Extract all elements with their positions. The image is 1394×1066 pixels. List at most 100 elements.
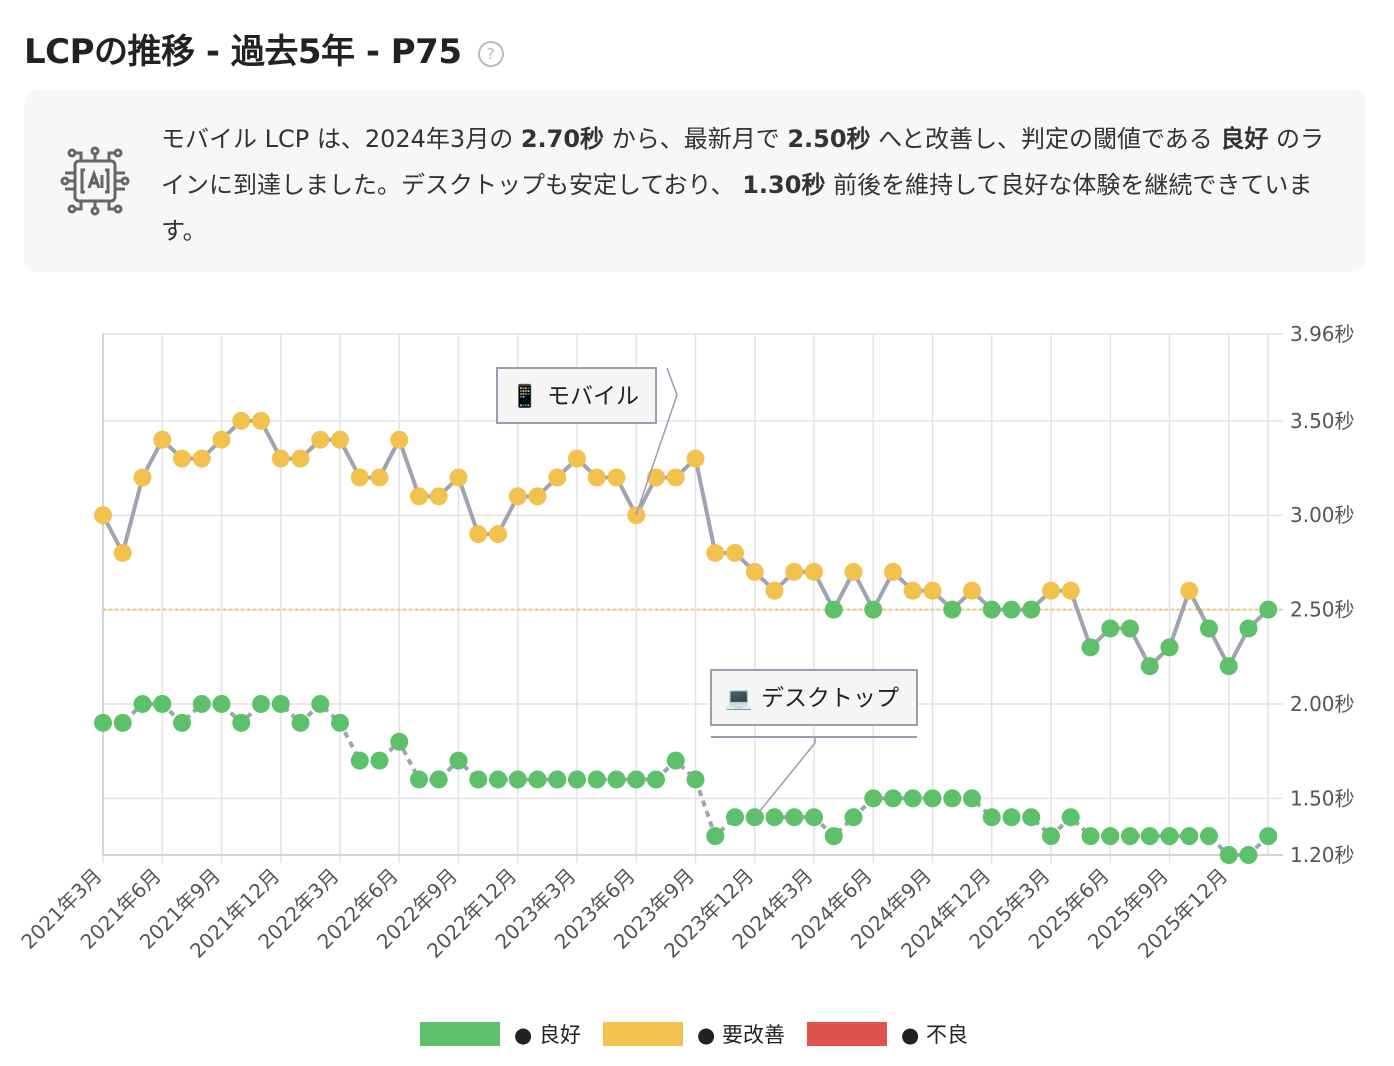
data-point (745, 808, 764, 827)
data-point (844, 562, 863, 581)
data-point (350, 468, 369, 487)
data-point (252, 694, 270, 713)
data-point (350, 751, 369, 770)
data-point (271, 694, 290, 713)
data-point (469, 525, 488, 544)
data-point (1200, 827, 1218, 846)
data-point (844, 808, 863, 827)
data-point (963, 581, 981, 600)
data-point (765, 581, 784, 600)
data-point (232, 713, 251, 732)
y-tick-label: 3.50秒 (1290, 409, 1355, 433)
data-point (291, 713, 310, 732)
data-point (508, 487, 527, 506)
data-point (1101, 619, 1120, 638)
data-point (449, 751, 468, 770)
data-point (1219, 657, 1238, 676)
series-desktop (94, 694, 1278, 864)
data-point (982, 808, 1001, 827)
data-point (192, 694, 211, 713)
data-point (410, 770, 428, 789)
chart-title: LCPの推移 - 過去5年 - P75? (24, 24, 504, 73)
data-point (1140, 827, 1159, 846)
data-point (1180, 581, 1199, 600)
summary-value: 2.70秒 (520, 125, 605, 153)
legend-item-poor[interactable]: ● 不良 (807, 1019, 968, 1049)
data-point (805, 808, 823, 827)
data-point (1219, 846, 1238, 864)
data-point (587, 770, 606, 789)
summary-value: 1.30秒 (742, 171, 826, 199)
data-point (153, 430, 172, 449)
legend: ● 良好 ● 要改善 ● 不良 (420, 1019, 990, 1049)
data-point (1002, 600, 1021, 619)
data-point (765, 808, 784, 827)
data-point (1081, 638, 1100, 657)
annotation-label: デスクトップ (761, 686, 899, 712)
data-point (982, 600, 1001, 619)
data-point (923, 789, 942, 808)
data-point (370, 468, 389, 487)
data-point (212, 430, 231, 449)
data-point (805, 562, 823, 581)
data-point (568, 449, 586, 468)
data-point (568, 770, 586, 789)
data-point (271, 449, 290, 468)
summary-part: のラインに到達しました。デスクトップも安定しており、 (161, 125, 1325, 199)
data-point (449, 468, 468, 487)
data-point (429, 487, 448, 506)
data-point (864, 600, 883, 619)
data-point (153, 694, 172, 713)
summary-part: モバイル LCP は、2024年3月の (161, 125, 521, 153)
data-point (943, 600, 962, 619)
data-point (133, 468, 152, 487)
data-point (133, 694, 152, 713)
data-point (1259, 827, 1278, 846)
title-text: LCPの推移 - 過去5年 - P75 (24, 32, 462, 72)
question-circle-icon[interactable]: ? (477, 40, 504, 67)
data-point (528, 770, 547, 789)
legend-item-needs-improvement[interactable]: ● 要改善 (603, 1019, 785, 1049)
annotation-box (496, 367, 657, 424)
y-tick-label: 3.96秒 (1290, 322, 1355, 346)
data-point (666, 751, 685, 770)
data-point (1061, 808, 1080, 827)
data-point (1081, 827, 1100, 846)
lcp-line-chart: 1.20秒1.50秒2.00秒2.50秒3.00秒3.50秒3.96秒2021年… (16, 322, 1355, 963)
data-point (1002, 808, 1021, 827)
data-point (627, 506, 646, 525)
y-tick-label: 2.50秒 (1290, 598, 1355, 622)
data-point (1160, 827, 1179, 846)
legend-label: ● 要改善 (697, 1023, 785, 1047)
ai-summary-panel: モバイル LCP は、2024年3月の 2.70秒 から、最新月で 2.50秒 … (24, 90, 1366, 272)
data-point (331, 713, 349, 732)
data-point (923, 581, 942, 600)
data-point (331, 430, 349, 449)
data-point (528, 487, 547, 506)
data-point (508, 770, 527, 789)
legend-swatch (603, 1022, 683, 1046)
data-point (903, 789, 922, 808)
data-point (1239, 619, 1258, 638)
data-point (607, 468, 626, 487)
data-point (390, 430, 409, 449)
data-point (311, 430, 330, 449)
data-point (706, 543, 725, 562)
data-point (1180, 827, 1199, 846)
mobile-phone-icon: 📱 (511, 384, 538, 410)
legend-swatch (807, 1022, 887, 1046)
data-point (548, 770, 567, 789)
data-point (311, 694, 330, 713)
data-point (370, 751, 389, 770)
data-point (884, 789, 902, 808)
data-point (824, 600, 843, 619)
data-point (824, 827, 843, 846)
data-point (706, 827, 725, 846)
data-point (1022, 600, 1041, 619)
summary-part: 前後を維持して良好な体験を継続できています。 (161, 171, 1313, 245)
legend-item-good[interactable]: ● 良好 (420, 1019, 581, 1049)
summary-value: 2.50秒 (787, 125, 871, 153)
summary-value: 良好 (1220, 125, 1269, 153)
data-point (1140, 657, 1159, 676)
data-point (113, 543, 132, 562)
